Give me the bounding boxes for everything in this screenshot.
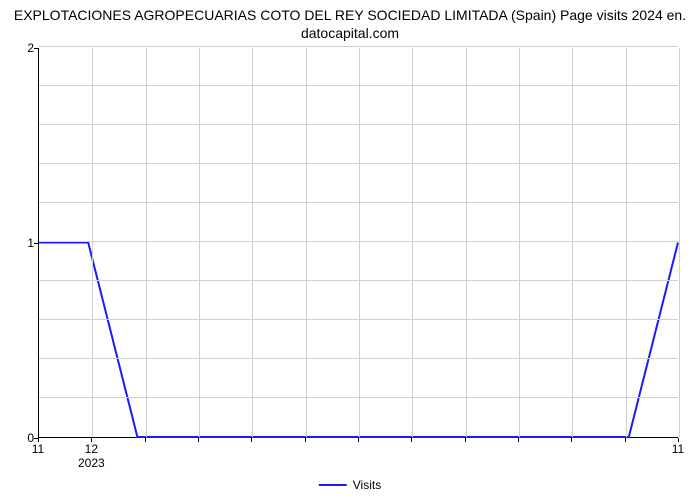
- x-tick-mark: [91, 438, 92, 442]
- x-minor-tick-mark: [145, 438, 146, 442]
- y-tick-label: 1: [18, 236, 34, 250]
- chart-title-line1: EXPLOTACIONES AGROPECUARIAS COTO DEL REY…: [14, 7, 686, 23]
- gridline-v: [306, 48, 307, 437]
- x-minor-tick-mark: [251, 438, 252, 442]
- gridline-v: [199, 48, 200, 437]
- gridline-v: [252, 48, 253, 437]
- y-tick-label: 2: [18, 41, 34, 55]
- gridline-h: [39, 46, 678, 47]
- x-tick-label: 11: [672, 442, 684, 456]
- chart-title: EXPLOTACIONES AGROPECUARIAS COTO DEL REY…: [0, 0, 700, 42]
- x-tick-mark: [38, 438, 39, 442]
- gridline-v: [626, 48, 627, 437]
- gridline-v: [679, 48, 680, 437]
- legend: Visits: [319, 478, 381, 492]
- x-minor-tick-mark: [358, 438, 359, 442]
- plot-area: [38, 48, 678, 438]
- legend-swatch: [319, 484, 347, 486]
- x-minor-tick-mark: [465, 438, 466, 442]
- x-minor-tick-mark: [571, 438, 572, 442]
- x-minor-tick-mark: [518, 438, 519, 442]
- x-minor-tick-mark: [411, 438, 412, 442]
- gridline-v: [412, 48, 413, 437]
- chart-title-line2: datocapital.com: [301, 25, 399, 41]
- x-minor-tick-mark: [305, 438, 306, 442]
- x-tick-mark: [678, 438, 679, 442]
- gridline-v: [466, 48, 467, 437]
- x-tick-label: 12: [85, 442, 98, 456]
- visits-chart: EXPLOTACIONES AGROPECUARIAS COTO DEL REY…: [0, 0, 700, 500]
- y-tick-mark: [34, 243, 38, 244]
- gridline-v: [92, 48, 93, 437]
- gridline-v: [359, 48, 360, 437]
- gridline-v: [146, 48, 147, 437]
- x-year-label: 2023: [78, 456, 105, 470]
- x-tick-label: 11: [32, 442, 44, 456]
- gridline-v: [572, 48, 573, 437]
- legend-label: Visits: [353, 478, 381, 492]
- y-tick-mark: [34, 48, 38, 49]
- x-minor-tick-mark: [625, 438, 626, 442]
- gridline-v: [519, 48, 520, 437]
- x-minor-tick-mark: [198, 438, 199, 442]
